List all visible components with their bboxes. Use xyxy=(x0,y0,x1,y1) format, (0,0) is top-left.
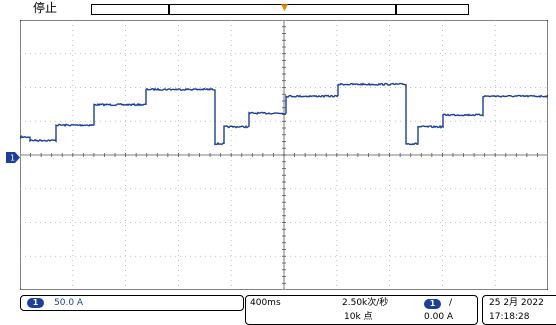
horizontal-panel[interactable]: 400ms 2.50k次/秒 10k 点 1 / 0.00 A xyxy=(245,295,478,325)
trigger-level-value: 0.00 A xyxy=(424,312,454,322)
trigger-position-icon[interactable]: ▼ xyxy=(281,3,288,13)
ch1-badge: 1 xyxy=(27,298,44,308)
record-length-value: 10k 点 xyxy=(344,312,373,322)
clock-panel: 25 2月 2022 17:18:28 xyxy=(482,295,556,325)
display-window-bracket[interactable] xyxy=(168,4,397,15)
sample-rate-value: 2.50k次/秒 xyxy=(342,298,389,308)
trigger-source-badge: 1 xyxy=(424,299,441,309)
run-state-label: 停止 xyxy=(33,1,58,15)
grid-lines xyxy=(20,20,548,290)
time-value: 17:18:28 xyxy=(489,312,530,322)
ch1-marker-label: 1 xyxy=(10,154,15,163)
date-value: 25 2月 2022 xyxy=(489,298,544,308)
timebase-value: 400ms xyxy=(250,298,281,308)
ch1-waveform-trace xyxy=(20,82,548,146)
ch1-ground-marker-icon[interactable]: 1 xyxy=(6,152,20,163)
status-bar: 1 50.0 A 400ms 2.50k次/秒 10k 点 1 / 0.00 A… xyxy=(0,293,556,325)
ch1-scale-panel[interactable]: 1 50.0 A xyxy=(20,295,244,311)
top-bar: 停止 ▼ xyxy=(0,0,556,18)
trigger-slope-icon: / xyxy=(449,298,453,308)
ch1-scale-value: 50.0 A xyxy=(54,298,84,308)
scope-graticule xyxy=(20,20,548,290)
